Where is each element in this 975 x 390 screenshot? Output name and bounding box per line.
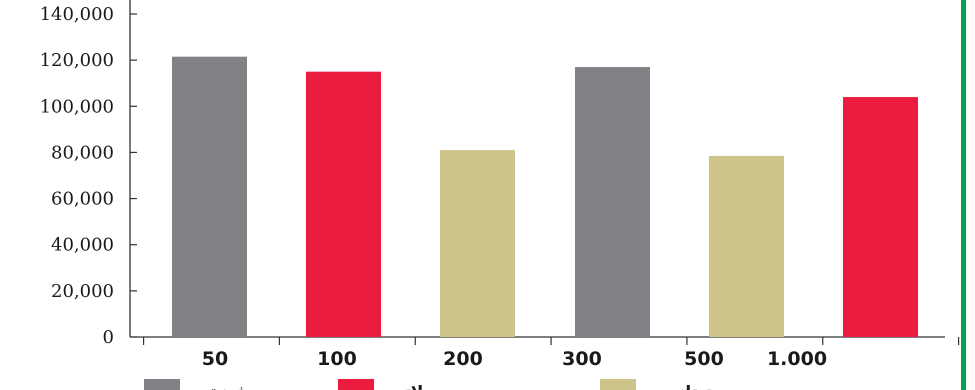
- y-tick-label: 60,000: [51, 189, 114, 210]
- bar: [306, 71, 381, 337]
- y-tick-label: 80,000: [51, 142, 114, 163]
- x-axis: 50 100 200 300 500 1.000: [130, 336, 960, 370]
- legend-swatch: [338, 379, 374, 390]
- legend-swatch: [144, 379, 180, 390]
- x-tick-label: 300: [562, 348, 602, 370]
- legend-swatch: [600, 379, 636, 390]
- y-axis: 0 20,000 40,000 60,000 80,000 100,000 120,000 1…: [40, 0, 137, 348]
- bar: [440, 150, 515, 337]
- y-tick-label: 40,000: [51, 235, 114, 256]
- x-tick-label: 1.000: [767, 348, 827, 370]
- bar: [575, 67, 650, 338]
- x-tick-label: 100: [317, 348, 357, 370]
- legend-label: بلاتين: [382, 383, 430, 390]
- y-tick-label: 0: [103, 327, 114, 348]
- green-frame-border: [961, 0, 966, 390]
- legend-label: تيتانيوم: [649, 383, 712, 390]
- y-tick-label: 20,000: [51, 281, 114, 302]
- bars: [172, 56, 918, 338]
- x-tick-label: 500: [684, 348, 724, 370]
- y-tick-label: 140,000: [40, 4, 114, 25]
- bar: [843, 97, 918, 337]
- y-tick-label: 100,000: [40, 96, 114, 117]
- legend: فضة بلاتين تيتانيوم: [144, 379, 712, 390]
- y-tick-label: 120,000: [40, 50, 114, 71]
- x-tick-label: 200: [443, 348, 483, 370]
- x-tick-label: 50: [202, 348, 228, 370]
- legend-label: فضة: [209, 383, 247, 390]
- bar: [709, 155, 784, 337]
- bar: [172, 56, 247, 338]
